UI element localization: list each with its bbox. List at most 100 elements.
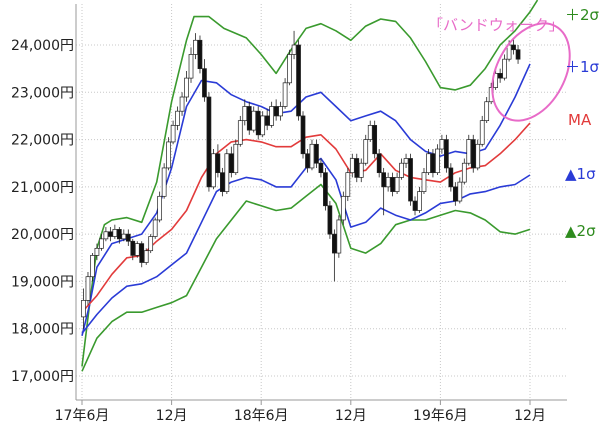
candle (417, 186, 422, 213)
candle (376, 149, 382, 178)
candle-body (332, 233, 337, 254)
candle (332, 229, 337, 282)
candle-body (385, 177, 391, 188)
candle (202, 59, 207, 102)
candle-body (435, 148, 440, 174)
candle (439, 134, 445, 154)
candle (466, 134, 472, 166)
candle (251, 106, 257, 133)
candle (502, 54, 507, 81)
band-walk-label: 「バンドウォーク」 (428, 16, 564, 34)
candle (309, 139, 315, 171)
candle (99, 234, 104, 251)
candle (215, 144, 221, 178)
x-tick-label: 12月 (514, 408, 546, 424)
candle (421, 167, 427, 194)
candle (255, 106, 261, 140)
candle-body (296, 44, 301, 117)
candle (224, 149, 230, 194)
candle-body (206, 96, 212, 188)
candle-body (197, 39, 203, 69)
candle (399, 158, 404, 180)
candle-body (363, 139, 369, 164)
candle-body (282, 82, 288, 107)
candle-body (426, 153, 431, 174)
candle-body (139, 243, 145, 263)
candle (81, 288, 86, 329)
candle (340, 191, 346, 225)
candle (412, 196, 418, 216)
candle-body (354, 158, 360, 178)
candle-body (125, 233, 131, 242)
candle (108, 227, 113, 242)
candle (479, 115, 485, 147)
candle-body (143, 250, 149, 263)
candle-body (81, 299, 86, 318)
candle (157, 191, 163, 223)
candle-body (112, 229, 118, 237)
candle (323, 167, 328, 211)
candle-body (358, 162, 364, 178)
candle-body (166, 141, 171, 169)
candle-body (439, 139, 445, 150)
candle (372, 120, 378, 159)
candle-body (152, 219, 158, 237)
band-minus2sigma (81, 183, 531, 372)
candle-body (161, 167, 167, 197)
label-minus2sigma: ▲2σ (565, 222, 596, 240)
candle (287, 49, 292, 86)
candle-body (314, 143, 319, 164)
label-plus2sigma: ＋2σ (565, 6, 600, 24)
candle-body (448, 167, 454, 188)
candle (143, 248, 149, 265)
candle-body (188, 54, 194, 79)
candle-body (430, 153, 436, 174)
candle (314, 139, 319, 168)
y-tick-label: 24,000円 (11, 38, 74, 54)
candle (121, 229, 127, 242)
candle-body (108, 231, 113, 237)
candle-body (170, 125, 176, 143)
candle-body (484, 101, 490, 122)
candle (318, 158, 324, 178)
candle-body (103, 231, 109, 240)
label-ma: MA (568, 111, 592, 129)
candle (139, 241, 145, 268)
candle (246, 101, 252, 135)
candle (461, 158, 467, 185)
candle-body (134, 243, 140, 256)
candle (211, 149, 216, 190)
candle-body (99, 238, 104, 249)
candle (296, 40, 301, 121)
y-tick-label: 17,000円 (11, 369, 74, 385)
candle-body (502, 58, 507, 79)
y-tick-label: 18,000円 (11, 322, 74, 338)
candle (197, 35, 203, 74)
candle (152, 217, 158, 239)
candle-body (394, 177, 400, 192)
candle (134, 241, 140, 258)
candle (242, 99, 248, 126)
candle (282, 78, 288, 109)
candle (349, 153, 355, 178)
candle-body (336, 219, 342, 254)
candle (193, 33, 198, 60)
candle (228, 146, 234, 178)
candle (300, 111, 306, 159)
candle-body (367, 125, 373, 140)
candle (220, 167, 225, 197)
candle-body (269, 106, 275, 126)
candle-body (251, 110, 257, 131)
candle (184, 71, 189, 102)
candle-body (349, 158, 355, 174)
x-tick-label: 12月 (335, 408, 367, 424)
candle-body (246, 106, 252, 131)
candle (358, 158, 364, 183)
y-tick-label: 22,000円 (11, 133, 74, 149)
y-tick-label: 20,000円 (11, 227, 74, 243)
candle (497, 68, 503, 83)
candle (336, 215, 342, 258)
candle (94, 243, 100, 261)
candle-body (255, 110, 261, 136)
